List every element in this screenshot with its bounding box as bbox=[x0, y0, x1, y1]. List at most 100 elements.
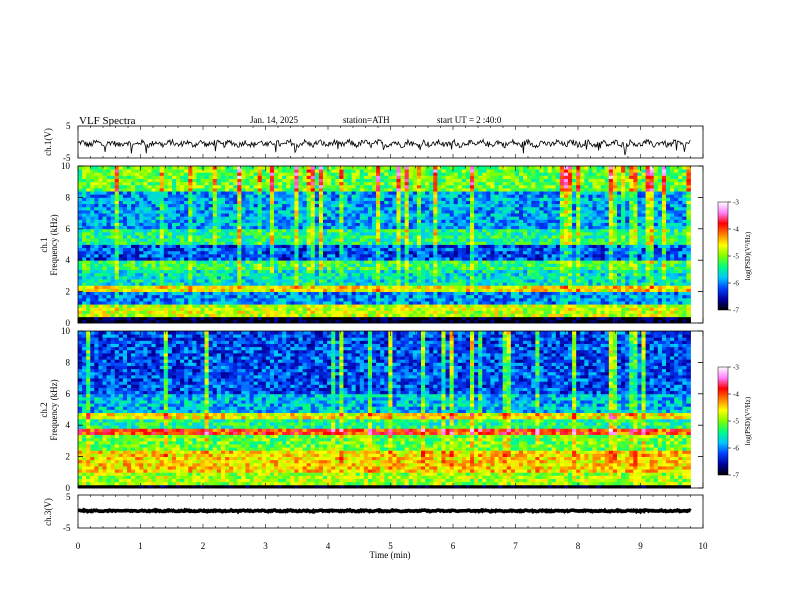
spectrogram-cell bbox=[657, 313, 663, 318]
spectrogram-cell bbox=[657, 297, 663, 302]
spectrogram-cell bbox=[176, 225, 181, 230]
spectrogram-cell bbox=[225, 310, 230, 314]
spectrogram-cell bbox=[237, 313, 242, 318]
spectrogram-cell bbox=[278, 263, 283, 267]
spectrogram-cell bbox=[425, 294, 430, 299]
spectrogram-cell bbox=[171, 272, 177, 277]
spectrogram-cell bbox=[563, 313, 569, 318]
spectrogram-cell bbox=[82, 235, 87, 239]
spectrogram-cell bbox=[445, 294, 450, 299]
spectrogram-cell bbox=[392, 231, 397, 236]
spectrogram-cell bbox=[90, 316, 95, 321]
spectrogram-cell bbox=[596, 282, 602, 286]
spectrogram-cell bbox=[465, 285, 471, 289]
spectrogram-cell bbox=[376, 231, 381, 236]
spectrogram-cell bbox=[323, 297, 328, 302]
spectrogram-cell bbox=[372, 222, 377, 227]
spectrogram-cell bbox=[470, 291, 475, 296]
spectrogram-cell bbox=[551, 279, 557, 283]
spectrogram-cell bbox=[678, 266, 683, 271]
spectrogram-cell bbox=[678, 253, 683, 258]
spectrogram-cell bbox=[612, 307, 618, 311]
spectrogram-cell bbox=[547, 304, 553, 308]
spectrogram-cell bbox=[359, 269, 365, 274]
spectrogram-cell bbox=[539, 222, 544, 227]
spectrogram-cell bbox=[416, 310, 422, 314]
spectrogram-cell bbox=[298, 257, 303, 261]
spectrogram-cell bbox=[151, 301, 156, 305]
spectrogram-cell bbox=[649, 319, 655, 324]
spectrogram-cell bbox=[265, 297, 271, 302]
spectrogram-cell bbox=[249, 253, 254, 258]
spectrogram-cell bbox=[637, 310, 642, 314]
channel-1-waveform-tick-neg5: -5 bbox=[63, 153, 71, 163]
spectrogram-cell bbox=[404, 260, 410, 264]
spectrogram-cell bbox=[408, 225, 414, 230]
spectrogram-cell bbox=[253, 313, 259, 318]
spectrogram-cell bbox=[559, 297, 565, 302]
spectrogram-cell bbox=[200, 288, 205, 292]
spectrogram-cell bbox=[212, 316, 218, 321]
spectrogram-cell bbox=[461, 279, 467, 283]
spectrogram-cell bbox=[580, 297, 585, 302]
spectrogram-cell bbox=[478, 282, 483, 286]
spectrogram-cell bbox=[657, 294, 663, 299]
spectrogram-cell bbox=[465, 235, 471, 239]
spectrogram-cell bbox=[519, 228, 524, 233]
spectrogram-cell bbox=[555, 244, 561, 249]
spectrogram-cell bbox=[196, 257, 201, 261]
spectrogram-cell bbox=[188, 304, 193, 308]
spectrogram-cell bbox=[351, 269, 357, 274]
spectrogram-cell bbox=[384, 294, 389, 299]
spectrogram-cell bbox=[600, 263, 606, 267]
spectrogram-cell bbox=[204, 269, 210, 274]
spectrogram-cell bbox=[661, 294, 667, 299]
spectrogram-cell bbox=[114, 272, 120, 277]
spectrogram-cell bbox=[151, 294, 156, 299]
spectrogram-cell bbox=[347, 316, 352, 321]
spectrogram-cell bbox=[433, 288, 438, 292]
spectrogram-cell bbox=[310, 231, 316, 236]
spectrogram-cell bbox=[151, 275, 156, 280]
spectrogram-cell bbox=[416, 253, 422, 258]
spectrogram-cell bbox=[204, 307, 210, 311]
spectrogram-cell bbox=[592, 316, 597, 321]
spectrogram-cell bbox=[176, 231, 181, 236]
spectrogram-cell bbox=[310, 225, 316, 230]
spectrogram-cell bbox=[180, 222, 185, 227]
spectrogram-cell bbox=[416, 219, 422, 223]
spectrogram-cell bbox=[641, 297, 646, 302]
spectrogram-cell bbox=[359, 304, 365, 308]
spectrogram-cell bbox=[584, 269, 589, 274]
spectrogram-cell bbox=[314, 235, 320, 239]
spectrogram-cell bbox=[351, 282, 357, 286]
spectrogram-cell bbox=[302, 313, 308, 318]
spectrogram-cell bbox=[576, 266, 581, 271]
spectrogram-cell bbox=[229, 279, 234, 283]
spectrogram-cell bbox=[159, 247, 165, 252]
spectrogram-cell bbox=[327, 257, 332, 261]
spectrogram-cell bbox=[245, 231, 250, 236]
spectrogram-cell bbox=[122, 297, 128, 302]
spectrogram-cell bbox=[314, 272, 320, 277]
spectrogram-cell bbox=[682, 238, 687, 242]
spectrogram-cell bbox=[233, 250, 238, 255]
spectrogram-cell bbox=[94, 301, 99, 305]
spectrogram-cell bbox=[539, 307, 544, 311]
spectrogram-cell bbox=[453, 235, 459, 239]
spectrogram-cell bbox=[351, 263, 357, 267]
spectrogram-cell bbox=[584, 291, 589, 296]
spectrogram-cell bbox=[412, 310, 418, 314]
spectrogram-cell bbox=[184, 228, 189, 233]
spectrogram-cell bbox=[363, 222, 369, 227]
spectrogram-cell bbox=[86, 282, 91, 286]
spectrogram-cell bbox=[559, 294, 565, 299]
spectrogram-cell bbox=[625, 291, 630, 296]
spectrogram-cell bbox=[592, 257, 597, 261]
spectrogram-cell bbox=[306, 275, 312, 280]
spectrogram-cell bbox=[519, 241, 524, 245]
spectrogram-cell bbox=[404, 231, 410, 236]
spectrogram-cell bbox=[196, 310, 201, 314]
spectrogram-cell bbox=[184, 316, 189, 321]
spectrogram-cell bbox=[347, 241, 352, 245]
